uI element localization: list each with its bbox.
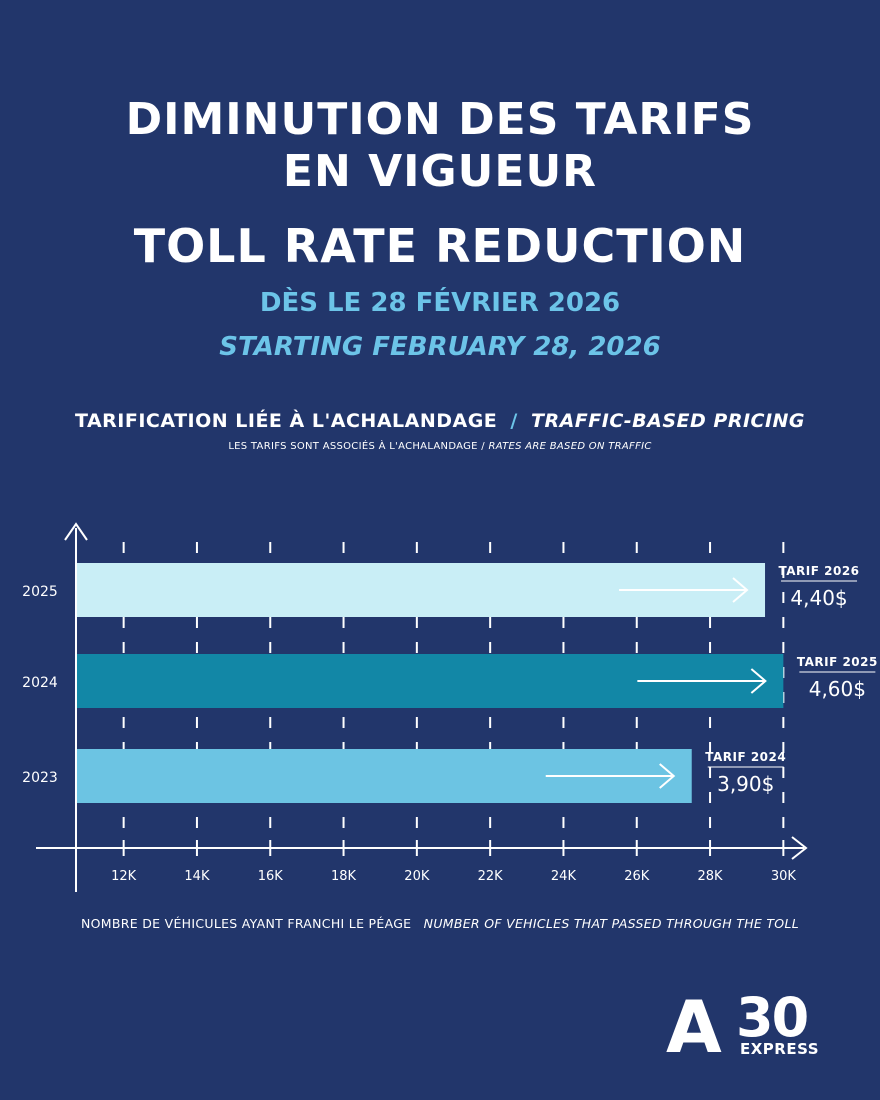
section-heading-fr: TARIFICATION LIÉE À L'ACHALANDAGE [74,410,498,432]
y-axis-arrow [64,522,88,541]
title-en: TOLL RATE REDUCTION [133,219,747,273]
section-heading: TARIFICATION LIÉE À L'ACHALANDAGE / TRAF… [0,410,880,432]
x-tick-label: 24K [551,869,577,884]
section-sub-fr: LES TARIFS SONT ASSOCIÉS À L'ACHALANDAGE [228,441,478,452]
date-fr: DÈS LE 28 FÉVRIER 2026 [259,288,621,318]
x-tick-label: 20K [404,869,430,884]
category-label: 2024 [22,675,58,691]
bar-arrow-head [750,668,767,694]
title-fr-line2: EN VIGUEUR [282,146,598,197]
x-tick-label: 22K [478,869,504,884]
title-fr-line1: DIMINUTION DES TARIFS [125,94,755,145]
tariff-title: TARIF 2024 [705,750,786,764]
x-tick-label: 30K [771,869,797,884]
section-separator: / [510,410,518,432]
x-tick-label: 28K [698,869,724,884]
x-tick-label: 26K [624,869,650,884]
bar-arrow-head [659,763,676,789]
category-label: 2025 [22,584,58,600]
x-axis-arrow [791,836,808,860]
tariff-price: 4,40$ [790,586,847,610]
x-axis-caption-en: NUMBER OF VEHICLES THAT PASSED THROUGH T… [423,916,799,931]
date-en: STARTING FEBRUARY 28, 2026 [219,332,661,362]
section-sub-en: RATES ARE BASED ON TRAFFIC [488,441,652,452]
x-tick-label: 18K [331,869,357,884]
title-fr: DIMINUTION DES TARIFS EN VIGUEUR [0,94,880,198]
x-tick-label: 16K [258,869,284,884]
logo-letter-a: A [666,986,722,1066]
section-heading-en: TRAFFIC-BASED PRICING [531,410,806,432]
logo-express: EXPRESS [740,1040,819,1058]
section-subheading: LES TARIFS SONT ASSOCIÉS À L'ACHALANDAGE… [228,441,652,452]
tariff-title: TARIF 2026 [779,564,860,578]
x-tick-label: 12K [111,869,137,884]
logo-number: 30 [736,986,807,1049]
x-tick-label: 14K [184,869,210,884]
tariff-title: TARIF 2025 [797,655,878,669]
a30-express-logo: A 30 EXPRESS [666,986,819,1066]
tariff-price: 4,60$ [809,677,866,701]
x-axis-caption: NOMBRE DE VÉHICULES AYANT FRANCHI LE PÉA… [0,916,880,931]
x-axis-caption-fr: NOMBRE DE VÉHICULES AYANT FRANCHI LE PÉA… [81,916,412,931]
tariff-price: 3,90$ [717,772,774,796]
bar-arrow-head [732,577,749,603]
category-label: 2023 [22,770,58,786]
